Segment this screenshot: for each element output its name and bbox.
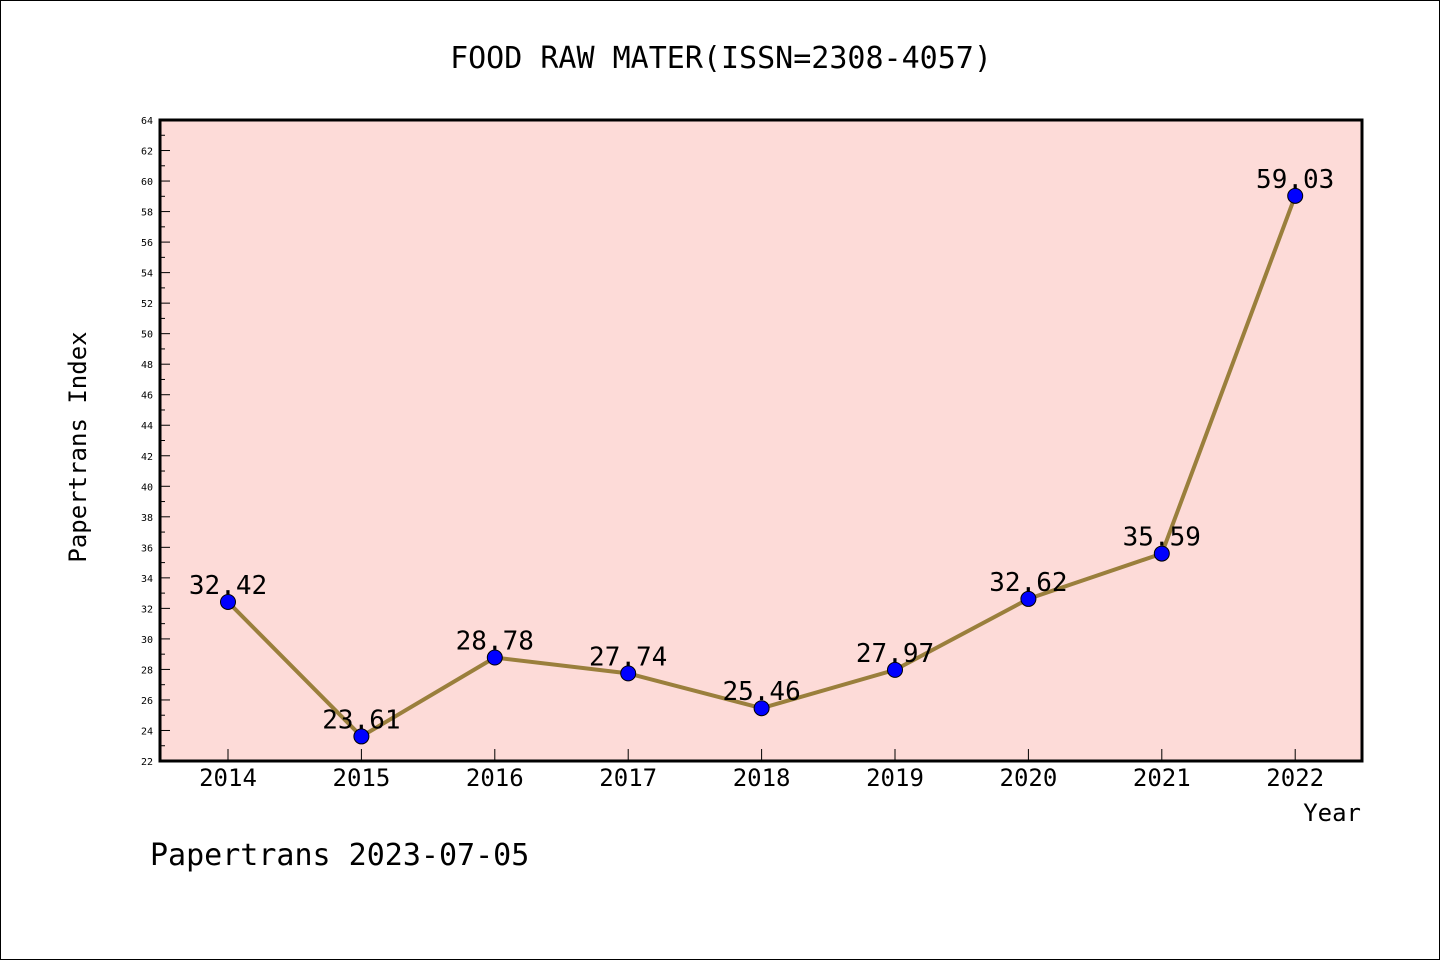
data-point	[1020, 590, 1037, 607]
y-tick-label: 64	[141, 116, 153, 127]
y-tick-label: 36	[141, 543, 153, 554]
x-tick-label: 2021	[1133, 764, 1191, 792]
data-point	[353, 728, 370, 745]
data-point	[1287, 187, 1304, 204]
data-label: 25.46	[722, 677, 800, 707]
x-tick-label: 2017	[599, 764, 657, 792]
footer-stamp: Papertrans 2023-07-05	[150, 838, 529, 873]
y-tick-label: 26	[141, 696, 153, 707]
data-label: 28.78	[456, 627, 534, 657]
chart-title: FOOD RAW MATER(ISSN=2308-4057)	[450, 41, 992, 76]
data-label: 27.97	[856, 639, 934, 669]
data-label: 27.74	[589, 642, 667, 672]
y-axis-label: Papertrans Index	[64, 331, 92, 562]
y-tick-label: 40	[141, 482, 153, 493]
y-tick-label: 32	[141, 604, 153, 615]
x-tick-label: 2019	[866, 764, 924, 792]
y-tick-label: 54	[141, 269, 153, 280]
data-point	[753, 700, 770, 717]
y-tick-label: 56	[141, 238, 153, 249]
y-tick-label: 58	[141, 208, 153, 219]
y-tick-label: 42	[141, 452, 153, 463]
y-tick-label: 24	[141, 726, 153, 737]
data-label: 32.62	[989, 568, 1067, 598]
y-tick-label: 30	[141, 635, 153, 646]
x-axis: 2014 2015 2016 2017 2018 2019 2020 2021 2022	[199, 749, 1324, 792]
x-tick-label: 2020	[1000, 764, 1058, 792]
x-tick-label: 2018	[733, 764, 791, 792]
y-tick-label: 28	[141, 665, 153, 676]
data-point	[1153, 545, 1170, 562]
data-point	[486, 649, 503, 666]
x-tick-label: 2015	[333, 764, 391, 792]
x-tick-label: 2016	[466, 764, 524, 792]
data-point	[220, 593, 236, 610]
data-labels: 32.42 23.61 28.78 27.74 25.46 27.97 32.62 35.59…	[189, 165, 1334, 736]
data-label: 59.03	[1256, 165, 1334, 195]
y-tick-label: 62	[141, 147, 153, 158]
y-tick-label: 38	[141, 513, 153, 524]
y-tick-label: 60	[141, 177, 153, 188]
x-axis-label: Year	[1303, 799, 1361, 827]
data-label: 23.61	[322, 705, 400, 735]
x-tick-label: 2014	[199, 764, 257, 792]
y-tick-label: 50	[141, 330, 153, 341]
data-markers	[220, 187, 1304, 745]
plot-area	[158, 118, 1364, 763]
y-tick-label: 52	[141, 299, 153, 310]
y-axis: 22 24 26 28 30 32 34 36 38 40 42 44 46 48 50 52 54 56 58 60…	[141, 116, 170, 768]
data-point	[887, 661, 903, 678]
y-tick-label: 34	[141, 574, 153, 585]
y-tick-label: 46	[141, 391, 153, 402]
y-tick-label: 22	[141, 757, 153, 768]
data-label: 32.42	[189, 571, 267, 601]
data-point	[620, 665, 637, 682]
y-tick-label: 44	[141, 421, 153, 432]
x-tick-label: 2022	[1266, 764, 1324, 792]
data-label: 35.59	[1123, 523, 1201, 553]
y-tick-label: 48	[141, 360, 153, 371]
